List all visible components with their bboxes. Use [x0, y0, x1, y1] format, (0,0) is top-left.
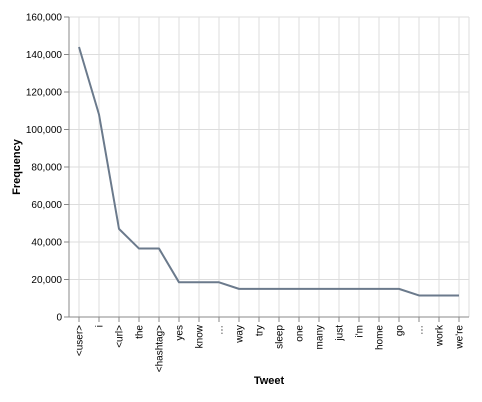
series — [78, 46, 460, 297]
x-tick-label: <hashtag> — [155, 325, 166, 372]
data-point — [438, 294, 440, 296]
x-tick-label: go — [395, 325, 406, 337]
data-point — [378, 288, 380, 290]
data-point — [358, 288, 360, 290]
data-point — [398, 288, 400, 290]
x-tick-label: i'm — [355, 325, 366, 337]
x-tick-label: work — [435, 324, 446, 347]
data-point — [138, 248, 140, 250]
x-tick-label: the — [135, 325, 146, 339]
data-point — [118, 228, 120, 230]
y-tick-label: 100,000 — [26, 125, 63, 136]
data-point — [318, 288, 320, 290]
y-tick-label: 140,000 — [26, 50, 63, 61]
y-tick-label: 160,000 — [26, 13, 63, 24]
x-tick-label: way — [235, 325, 246, 344]
data-point — [338, 288, 340, 290]
x-tick-label: <url> — [115, 325, 126, 348]
y-tick-label: 20,000 — [31, 275, 62, 286]
x-tick-label: home — [375, 325, 386, 350]
y-tick-label: 80,000 — [31, 163, 62, 174]
x-tick-label: … — [415, 325, 426, 335]
data-point — [418, 294, 420, 296]
data-point — [198, 281, 200, 283]
x-tick-label: sleep — [275, 325, 286, 349]
grid-lines — [69, 16, 470, 318]
y-tick-label: 0 — [56, 313, 62, 324]
x-tick-label: i — [95, 325, 106, 327]
x-tick-label: just — [335, 325, 346, 342]
x-tick-label: one — [295, 325, 306, 342]
x-tick-label: yes — [175, 325, 186, 341]
y-axis: 0 20,000 40,000 60,000 80,000 100,000 120,000 1… — [26, 13, 70, 324]
data-point — [238, 288, 240, 290]
x-tick-label: <user> — [75, 325, 86, 356]
data-point — [298, 288, 300, 290]
data-point — [98, 114, 100, 116]
x-tick-label: many — [315, 325, 326, 349]
x-tick-label: know — [195, 324, 206, 348]
data-point — [178, 281, 180, 283]
y-tick-label: 120,000 — [26, 88, 63, 99]
x-axis-title: Tweet — [254, 375, 285, 387]
y-axis-title: Frequency — [11, 138, 23, 195]
data-point — [258, 288, 260, 290]
series-line — [78, 46, 459, 297]
x-tick-label: … — [215, 325, 226, 335]
data-point — [278, 288, 280, 290]
y-tick-label: 60,000 — [31, 200, 62, 211]
x-tick-label: we're — [455, 325, 466, 350]
y-tick-label: 40,000 — [31, 238, 62, 249]
data-point — [78, 46, 80, 48]
data-point — [158, 248, 160, 250]
data-point — [458, 294, 460, 296]
x-axis: <user> i <url> the <hashtag> yes know … way try sl… — [69, 316, 469, 372]
data-point — [218, 281, 220, 283]
x-tick-label: try — [255, 325, 266, 336]
